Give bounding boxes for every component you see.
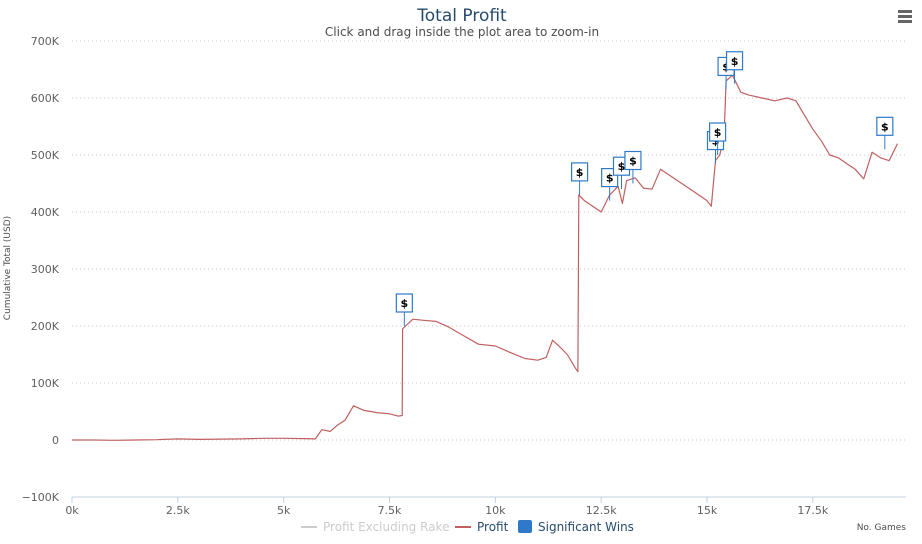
y-tick-label: 0 <box>52 434 59 447</box>
significant-win-flag[interactable]: $ <box>570 162 589 195</box>
flag-dollar-label: $ <box>629 155 637 168</box>
legend[interactable]: Profit Excluding Rake Profit Significant… <box>301 520 634 534</box>
series-layer <box>72 74 899 441</box>
y-tick-label: 500K <box>31 149 60 162</box>
y-axis-ticks: −100K 0 100K 200K 300K 400K 500K 600K 700K <box>22 35 60 504</box>
x-tick-label: 12.5k <box>586 504 617 517</box>
series-line-profit <box>72 74 899 441</box>
y-tick-label: 300K <box>31 263 60 276</box>
x-axis-ticks: 0k 2.5k 5k 7.5k 10k 12.5k 15k 17.5k <box>65 497 829 517</box>
x-tick-label: 17.5k <box>797 504 828 517</box>
flag-dollar-label: $ <box>731 55 739 68</box>
legend-item-significant-wins[interactable]: Significant Wins <box>518 520 634 534</box>
significant-win-flag[interactable]: $ <box>725 51 744 84</box>
y-tick-label: 400K <box>31 206 60 219</box>
x-tick-label: 7.5k <box>378 504 402 517</box>
legend-label-significant-wins: Significant Wins <box>538 520 634 534</box>
flag-dollar-label: $ <box>606 172 614 185</box>
flag-dollar-label: $ <box>576 166 584 179</box>
flag-dollar-label: $ <box>401 297 409 310</box>
significant-win-flag[interactable]: $ <box>395 293 413 326</box>
x-tick-label: 2.5k <box>166 504 190 517</box>
x-tick-label: 5k <box>277 504 291 517</box>
legend-label-profit: Profit <box>477 520 509 534</box>
flag-dollar-label: $ <box>881 120 889 133</box>
significant-win-flag[interactable]: $ <box>876 116 894 150</box>
chart-title: Total Profit <box>416 6 507 26</box>
flag-dollar-label: $ <box>618 160 626 173</box>
y-axis-title: Cumulative Total (USD) <box>3 216 13 320</box>
legend-label-profit-excluding-rake: Profit Excluding Rake <box>323 520 449 534</box>
y-tick-label: 600K <box>31 92 60 105</box>
x-tick-label: 15k <box>697 504 718 517</box>
y-tick-label: −100K <box>22 491 60 504</box>
flags-layer[interactable]: $$$$$$$$$$ <box>395 51 894 326</box>
x-axis-title: No. Games <box>857 523 907 533</box>
y-tick-label: 700K <box>31 35 60 48</box>
chart-subtitle: Click and drag inside the plot area to z… <box>325 25 599 39</box>
significant-win-flag[interactable]: $ <box>624 150 642 184</box>
x-tick-label: 10k <box>485 504 506 517</box>
flag-dollar-label: $ <box>714 126 722 139</box>
significant-win-flag[interactable]: $ <box>709 122 727 155</box>
legend-item-profit-excluding-rake[interactable]: Profit Excluding Rake <box>301 520 449 534</box>
hamburger-menu-icon[interactable] <box>896 8 914 24</box>
legend-item-profit[interactable]: Profit <box>455 520 509 534</box>
y-tick-label: 100K <box>31 377 60 390</box>
x-tick-label: 0k <box>65 504 79 517</box>
y-tick-label: 200K <box>31 320 60 333</box>
